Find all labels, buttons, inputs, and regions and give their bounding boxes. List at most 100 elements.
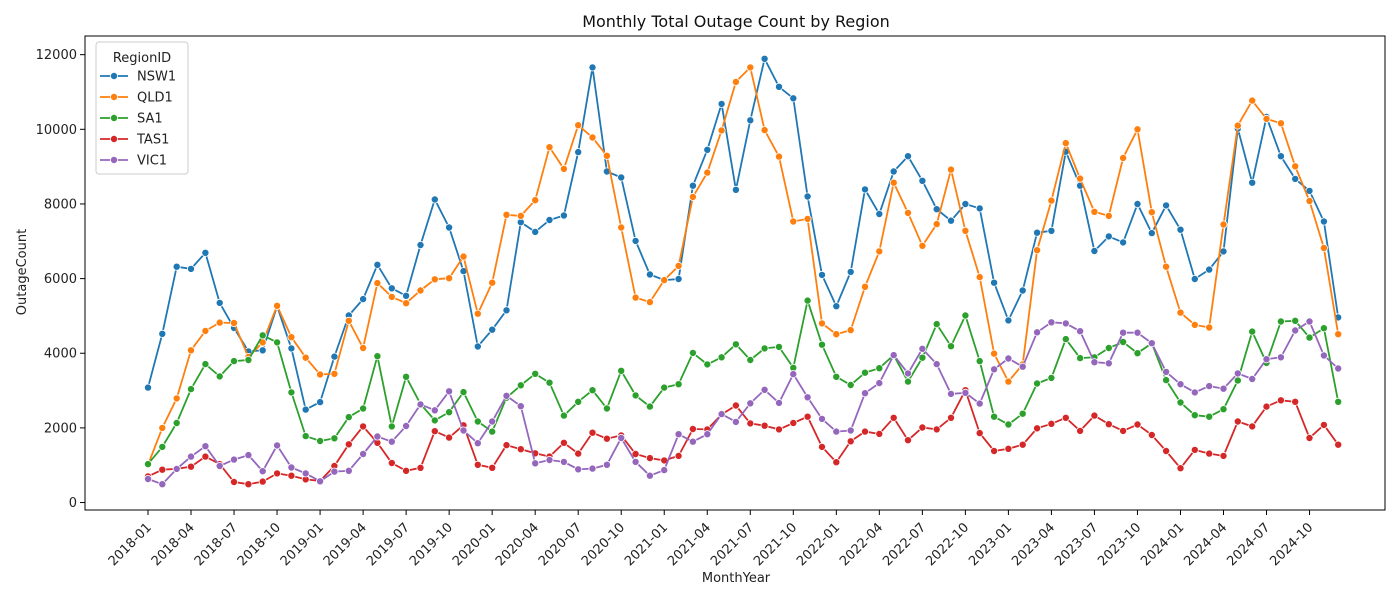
data-point (645, 298, 654, 307)
data-point (1190, 320, 1199, 329)
data-point (861, 389, 870, 398)
data-point (975, 204, 984, 213)
data-point (158, 423, 167, 432)
data-point (387, 284, 396, 293)
data-point (574, 465, 583, 474)
data-point (1018, 409, 1027, 418)
data-point (416, 286, 425, 295)
y-tick-label: 6000 (44, 272, 77, 287)
data-point (617, 173, 626, 182)
data-point (1047, 318, 1056, 327)
data-point (961, 226, 970, 235)
chart-title: Monthly Total Outage Count by Region (582, 12, 890, 31)
legend-marker (110, 114, 119, 123)
data-point (316, 436, 325, 445)
data-point (832, 302, 841, 311)
data-point (717, 353, 726, 362)
data-point (617, 223, 626, 232)
data-point (846, 437, 855, 446)
data-point (1334, 397, 1343, 406)
data-point (201, 452, 210, 461)
data-point (918, 241, 927, 250)
data-point (459, 388, 468, 397)
data-point (559, 164, 568, 173)
data-point (244, 451, 253, 460)
data-point (1061, 413, 1070, 422)
data-point (445, 387, 454, 396)
data-point (1033, 328, 1042, 337)
data-point (688, 437, 697, 446)
data-point (1119, 328, 1128, 337)
data-point (1205, 265, 1214, 274)
data-point (1047, 419, 1056, 428)
data-point (158, 329, 167, 338)
data-point (1319, 217, 1328, 226)
data-point (1133, 349, 1142, 358)
data-point (889, 351, 898, 360)
data-point (588, 63, 597, 72)
data-point (904, 436, 913, 445)
series-line (147, 65, 1340, 466)
data-point (775, 152, 784, 161)
data-point (1018, 440, 1027, 449)
data-point (201, 248, 210, 257)
data-point (172, 418, 181, 427)
data-point (1047, 196, 1056, 205)
data-point (201, 360, 210, 369)
data-point (1076, 174, 1085, 183)
data-point (1018, 362, 1027, 371)
data-point (1104, 211, 1113, 220)
data-point (602, 404, 611, 413)
series-line (147, 320, 1339, 486)
x-tick-label: 2020-07 (536, 520, 585, 569)
data-point (775, 398, 784, 407)
data-point (731, 340, 740, 349)
data-point (387, 292, 396, 301)
data-point (932, 360, 941, 369)
data-point (746, 116, 755, 125)
data-point (990, 446, 999, 455)
data-point (1248, 422, 1257, 431)
data-point (1061, 335, 1070, 344)
data-point (775, 342, 784, 351)
data-point (631, 449, 640, 458)
data-point (1276, 396, 1285, 405)
data-point (1248, 327, 1257, 336)
data-point (344, 466, 353, 475)
data-point (947, 342, 956, 351)
data-point (473, 417, 482, 426)
data-point (1248, 374, 1257, 383)
data-point (273, 338, 282, 347)
data-point (746, 63, 755, 72)
data-point (1262, 114, 1271, 123)
data-point (373, 352, 382, 361)
data-point (746, 419, 755, 428)
y-tick-label: 8000 (44, 197, 77, 212)
data-point (1219, 405, 1228, 414)
data-point (1205, 323, 1214, 332)
data-point (1162, 201, 1171, 210)
data-point (818, 414, 827, 423)
data-point (588, 464, 597, 473)
data-point (674, 430, 683, 439)
data-point (229, 318, 238, 327)
x-tick-label: 2021-10 (751, 520, 800, 569)
data-point (617, 366, 626, 375)
data-point (344, 316, 353, 325)
data-point (473, 309, 482, 318)
data-point (932, 220, 941, 229)
data-point (889, 413, 898, 422)
data-point (961, 388, 970, 397)
x-tick-label: 2022-07 (880, 520, 929, 569)
data-point (1162, 376, 1171, 385)
data-point (545, 455, 554, 464)
data-point (818, 340, 827, 349)
data-point (947, 413, 956, 422)
data-point (975, 273, 984, 282)
data-point (617, 433, 626, 442)
data-point (1176, 398, 1185, 407)
data-point (846, 426, 855, 435)
data-point (1233, 121, 1242, 130)
data-point (186, 462, 195, 471)
data-point (488, 427, 497, 436)
